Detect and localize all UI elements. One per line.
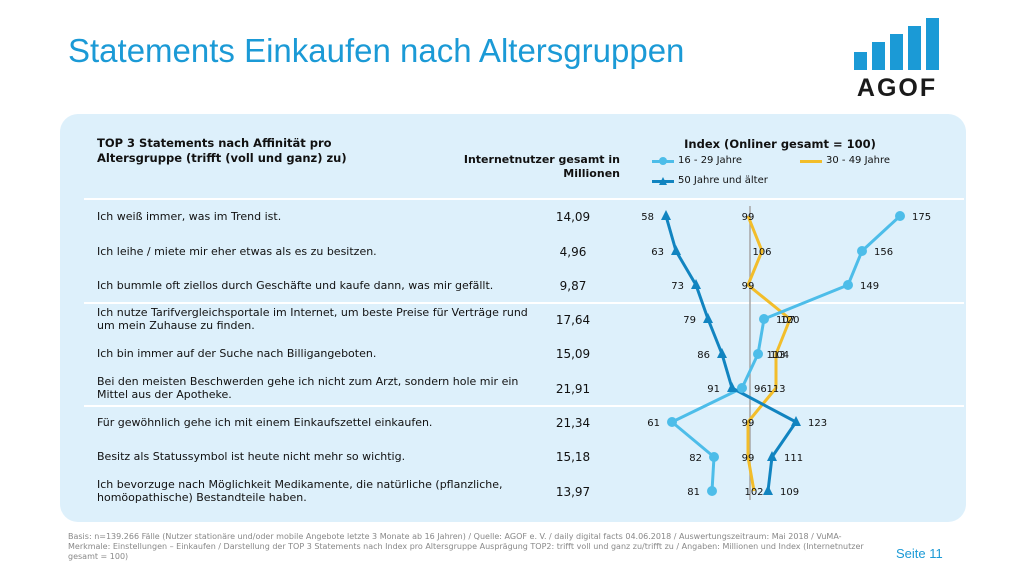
data-label-50-plus-2: 63 bbox=[651, 247, 664, 258]
row-separator bbox=[84, 198, 964, 200]
data-label-30-49-4: 120 bbox=[780, 315, 799, 326]
agof-logo: AGOF bbox=[852, 18, 942, 102]
users-value-4: 17,64 bbox=[555, 313, 591, 327]
users-value-2: 4,96 bbox=[559, 245, 587, 259]
point-16-29-1 bbox=[895, 211, 905, 221]
index-title: Index (Onliner gesamt = 100) bbox=[684, 137, 876, 151]
point-16-29-2 bbox=[857, 246, 867, 256]
data-label-30-49-6: 113 bbox=[766, 384, 785, 395]
users-value-1: 14,09 bbox=[555, 210, 591, 224]
data-label-30-49-3: 99 bbox=[742, 281, 755, 292]
series-line-30-49 bbox=[746, 215, 792, 492]
statement-label-5: Ich bin immer auf der Suche nach Billiga… bbox=[97, 347, 377, 360]
statement-label-7: Für gewöhnlich gehe ich mit einem Einkau… bbox=[97, 416, 433, 429]
data-label-16-29-7: 61 bbox=[647, 418, 660, 429]
statement-column-header: TOP 3 Statements nach Affinität pro Alte… bbox=[97, 136, 347, 165]
data-label-16-29-1: 175 bbox=[912, 212, 931, 223]
logo-text: AGOF bbox=[856, 74, 938, 102]
data-label-30-49-7: 99 bbox=[742, 418, 755, 429]
statement-label-9: Ich bevorzuge nach Möglichkeit Medikamen… bbox=[97, 478, 503, 504]
data-label-30-49-8: 99 bbox=[742, 453, 755, 464]
legend-label-16-29: 16 - 29 Jahre bbox=[678, 155, 743, 166]
legend-item-50-plus: 50 Jahre und älter bbox=[652, 175, 768, 186]
legend-label-30-49: 30 - 49 Jahre bbox=[826, 155, 891, 166]
point-16-29-8 bbox=[709, 452, 719, 462]
data-label-50-plus-8: 111 bbox=[784, 453, 803, 464]
footnote: Basis: n=139.266 Fälle (Nutzer stationär… bbox=[68, 532, 864, 561]
data-label-30-49-9: 102 bbox=[744, 487, 763, 498]
point-50-plus-6 bbox=[727, 382, 737, 392]
data-label-16-29-4: 107 bbox=[776, 315, 795, 326]
point-16-29-4 bbox=[759, 314, 769, 324]
point-16-29-9 bbox=[707, 486, 717, 496]
users-value-8: 15,18 bbox=[555, 450, 591, 464]
data-label-30-49-2: 106 bbox=[752, 247, 771, 258]
data-label-16-29-3: 149 bbox=[860, 281, 879, 292]
point-16-29-6 bbox=[737, 383, 747, 393]
users-column-header: Internetnutzer gesamt in Millionen bbox=[463, 153, 620, 180]
data-label-30-49-5: 113 bbox=[766, 350, 785, 361]
users-value-6: 21,91 bbox=[555, 382, 591, 396]
legend-swatch-16-29-icon bbox=[652, 156, 674, 166]
data-label-50-plus-3: 73 bbox=[671, 281, 684, 292]
point-50-plus-5 bbox=[717, 348, 727, 358]
users-value-9: 13,97 bbox=[555, 485, 591, 499]
data-label-30-49-1: 99 bbox=[742, 212, 755, 223]
legend-swatch-50-plus-icon bbox=[652, 176, 674, 186]
data-label-16-29-5: 104 bbox=[770, 350, 789, 361]
point-50-plus-8 bbox=[767, 451, 777, 461]
point-50-plus-4 bbox=[703, 313, 713, 323]
data-label-50-plus-4: 79 bbox=[683, 315, 696, 326]
statement-label-1: Ich weiß immer, was im Trend ist. bbox=[97, 210, 282, 223]
row-separator bbox=[84, 405, 964, 407]
point-50-plus-2 bbox=[671, 245, 681, 255]
statement-label-8: Besitz als Statussymbol ist heute nicht … bbox=[97, 450, 406, 463]
statement-label-3: Ich bummle oft ziellos durch Geschäfte u… bbox=[97, 279, 494, 292]
statement-label-6: Bei den meisten Beschwerden gehe ich nic… bbox=[97, 375, 519, 401]
users-value-7: 21,34 bbox=[555, 416, 591, 430]
legend-item-30-49: 30 - 49 Jahre bbox=[800, 155, 890, 166]
page-number: Seite 11 bbox=[896, 546, 943, 561]
users-value-5: 15,09 bbox=[555, 347, 591, 361]
point-50-plus-9 bbox=[763, 485, 773, 495]
point-16-29-3 bbox=[843, 280, 853, 290]
data-label-50-plus-7: 123 bbox=[808, 418, 827, 429]
row-separator bbox=[84, 302, 964, 304]
point-50-plus-1 bbox=[661, 210, 671, 220]
legend-item-16-29: 16 - 29 Jahre bbox=[652, 155, 742, 166]
statement-label-4: Ich nutze Tarifvergleichsportale im Inte… bbox=[97, 306, 528, 332]
legend-swatch-30-49-icon bbox=[800, 156, 822, 166]
legend-label-50-plus: 50 Jahre und älter bbox=[678, 175, 768, 186]
data-label-16-29-8: 82 bbox=[689, 453, 702, 464]
data-label-50-plus-5: 86 bbox=[697, 350, 710, 361]
page-title: Statements Einkaufen nach Altersgruppen bbox=[68, 32, 685, 69]
data-label-16-29-2: 156 bbox=[874, 247, 893, 258]
point-50-plus-7 bbox=[791, 416, 801, 426]
data-label-50-plus-1: 58 bbox=[641, 212, 654, 223]
data-label-50-plus-9: 109 bbox=[780, 487, 799, 498]
data-label-50-plus-6: 91 bbox=[707, 384, 720, 395]
statement-label-2: Ich leihe / miete mir eher etwas als es … bbox=[97, 245, 377, 258]
users-value-3: 9,87 bbox=[559, 279, 587, 293]
chart-panel bbox=[60, 114, 966, 522]
data-label-16-29-6: 96 bbox=[754, 384, 767, 395]
point-16-29-7 bbox=[667, 417, 677, 427]
point-16-29-5 bbox=[753, 349, 763, 359]
data-label-16-29-9: 81 bbox=[687, 487, 700, 498]
point-50-plus-3 bbox=[691, 279, 701, 289]
logo-bars-icon bbox=[854, 18, 940, 70]
